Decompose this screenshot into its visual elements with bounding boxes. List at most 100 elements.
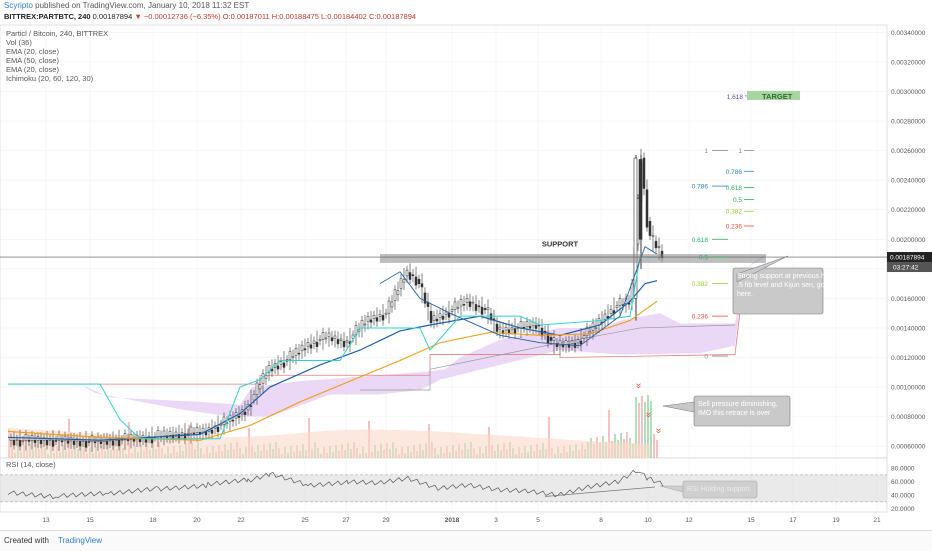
candle-body <box>609 309 613 314</box>
candle-body <box>279 361 283 365</box>
candle-body <box>369 319 373 323</box>
candle-body <box>186 432 190 435</box>
candle-body <box>201 427 205 433</box>
x-tick-label: 13 <box>42 517 50 524</box>
candle-body <box>84 441 88 448</box>
candle-body <box>120 439 124 442</box>
candle-body <box>579 340 583 345</box>
candle-body <box>576 339 580 344</box>
x-tick-label: 21 <box>873 517 881 524</box>
x-tick-label: 25 <box>301 517 309 524</box>
author-link[interactable]: Scyripto <box>4 1 33 10</box>
rsi-tick-label: 40.0000 <box>891 493 915 500</box>
candle-body <box>18 440 22 447</box>
candle-body <box>549 337 553 341</box>
candle-body <box>465 297 469 303</box>
candle-body <box>339 338 343 341</box>
x-tick-label: 12 <box>685 517 693 524</box>
candle-body <box>48 438 52 441</box>
fib-level-label: 0.382 <box>692 281 709 288</box>
candle-body <box>414 276 418 286</box>
candle-body <box>195 427 199 433</box>
rsi-support-trendline <box>544 486 656 497</box>
volume-bar <box>647 395 649 458</box>
footer-bar: Created with TradingView <box>0 530 932 551</box>
x-tick-label: 15 <box>86 517 94 524</box>
candle-body <box>51 440 55 447</box>
candle-body <box>327 332 331 338</box>
candle-body <box>450 309 454 312</box>
price-tick-label: 0.00300000 <box>891 89 926 96</box>
candle-body <box>420 283 424 288</box>
candle-body <box>393 289 397 302</box>
fib-level-label: 0.618 <box>726 185 743 192</box>
candle-body <box>9 437 13 441</box>
price-chart[interactable]: 0.00340000 0.00320000 0.00300000 0.00280000… <box>0 0 932 530</box>
x-tick-label: 29 <box>382 517 390 524</box>
candle-body <box>528 326 532 329</box>
rsi-tick-label: 80.0000 <box>891 466 915 473</box>
target-box <box>747 90 800 100</box>
candle-body <box>192 432 196 435</box>
published-text: published on TradingView.com, January 10… <box>35 1 250 10</box>
ohlc-values: O:0.00187011 H:0.00188475 L:0.00184402 C… <box>222 12 417 21</box>
candle-body <box>480 306 484 315</box>
candles <box>9 148 664 452</box>
candle-body <box>447 312 451 318</box>
candle-body <box>333 335 337 339</box>
candle-body <box>342 341 346 348</box>
candle-body <box>216 426 220 432</box>
candle-body <box>105 440 109 445</box>
price-tick-label: 0.00260000 <box>891 148 926 155</box>
candle-body <box>456 307 460 309</box>
candle-body <box>429 311 433 324</box>
candle-body <box>468 301 472 307</box>
candle-body <box>129 434 133 440</box>
fib-level-label: 0 <box>704 354 708 361</box>
candle-body <box>324 337 328 340</box>
sell-chevron-icon: » <box>653 428 664 434</box>
price-tick-label: 0.00220000 <box>891 207 926 214</box>
volume-bar <box>644 402 646 458</box>
x-tick-label: 19 <box>832 517 840 524</box>
volume-bar <box>608 410 610 458</box>
price-tick-label: 0.00160000 <box>891 296 926 303</box>
candle-body <box>180 432 184 435</box>
rsi-band <box>0 474 887 502</box>
candle-body <box>171 434 175 439</box>
candle-body <box>462 304 466 306</box>
candle-body <box>306 342 310 347</box>
tradingview-logo[interactable]: TradingView <box>58 536 103 545</box>
candle-body <box>291 356 295 358</box>
volume-bar <box>638 403 640 458</box>
candle-body <box>321 331 325 340</box>
price-pane <box>0 24 888 459</box>
candle-body <box>483 308 487 311</box>
candle-body <box>318 339 322 342</box>
candle-body <box>336 339 340 345</box>
candle-body <box>372 314 376 319</box>
candle-body <box>654 240 658 249</box>
x-tick-label: 22 <box>237 517 245 524</box>
price-tick-label: 0.00320000 <box>891 59 926 66</box>
candle-body <box>570 340 574 345</box>
candle-body <box>432 315 436 321</box>
rsi-tick-label: 60.0000 <box>891 479 915 486</box>
legend-entry: EMA (20, close) <box>6 47 59 56</box>
fib-level-label: 0.5 <box>699 255 708 262</box>
symbol-price: 0.00187894 <box>92 12 133 21</box>
candle-body <box>156 430 160 437</box>
candle-body <box>210 429 214 434</box>
candle-body <box>126 439 130 441</box>
price-tick-label: 0.00140000 <box>891 325 926 332</box>
legend-entry: Ichimoku (20, 60, 120, 30) <box>6 74 94 83</box>
candle-body <box>378 313 382 317</box>
candle-body <box>510 327 514 330</box>
candle-body <box>78 440 82 447</box>
fib-level-label: 0.618 <box>692 237 709 244</box>
ema-50-line <box>7 300 658 441</box>
candle-body <box>294 348 298 356</box>
candle-body <box>582 335 586 339</box>
x-tick-label: 3 <box>494 517 498 524</box>
candle-body <box>249 405 253 407</box>
